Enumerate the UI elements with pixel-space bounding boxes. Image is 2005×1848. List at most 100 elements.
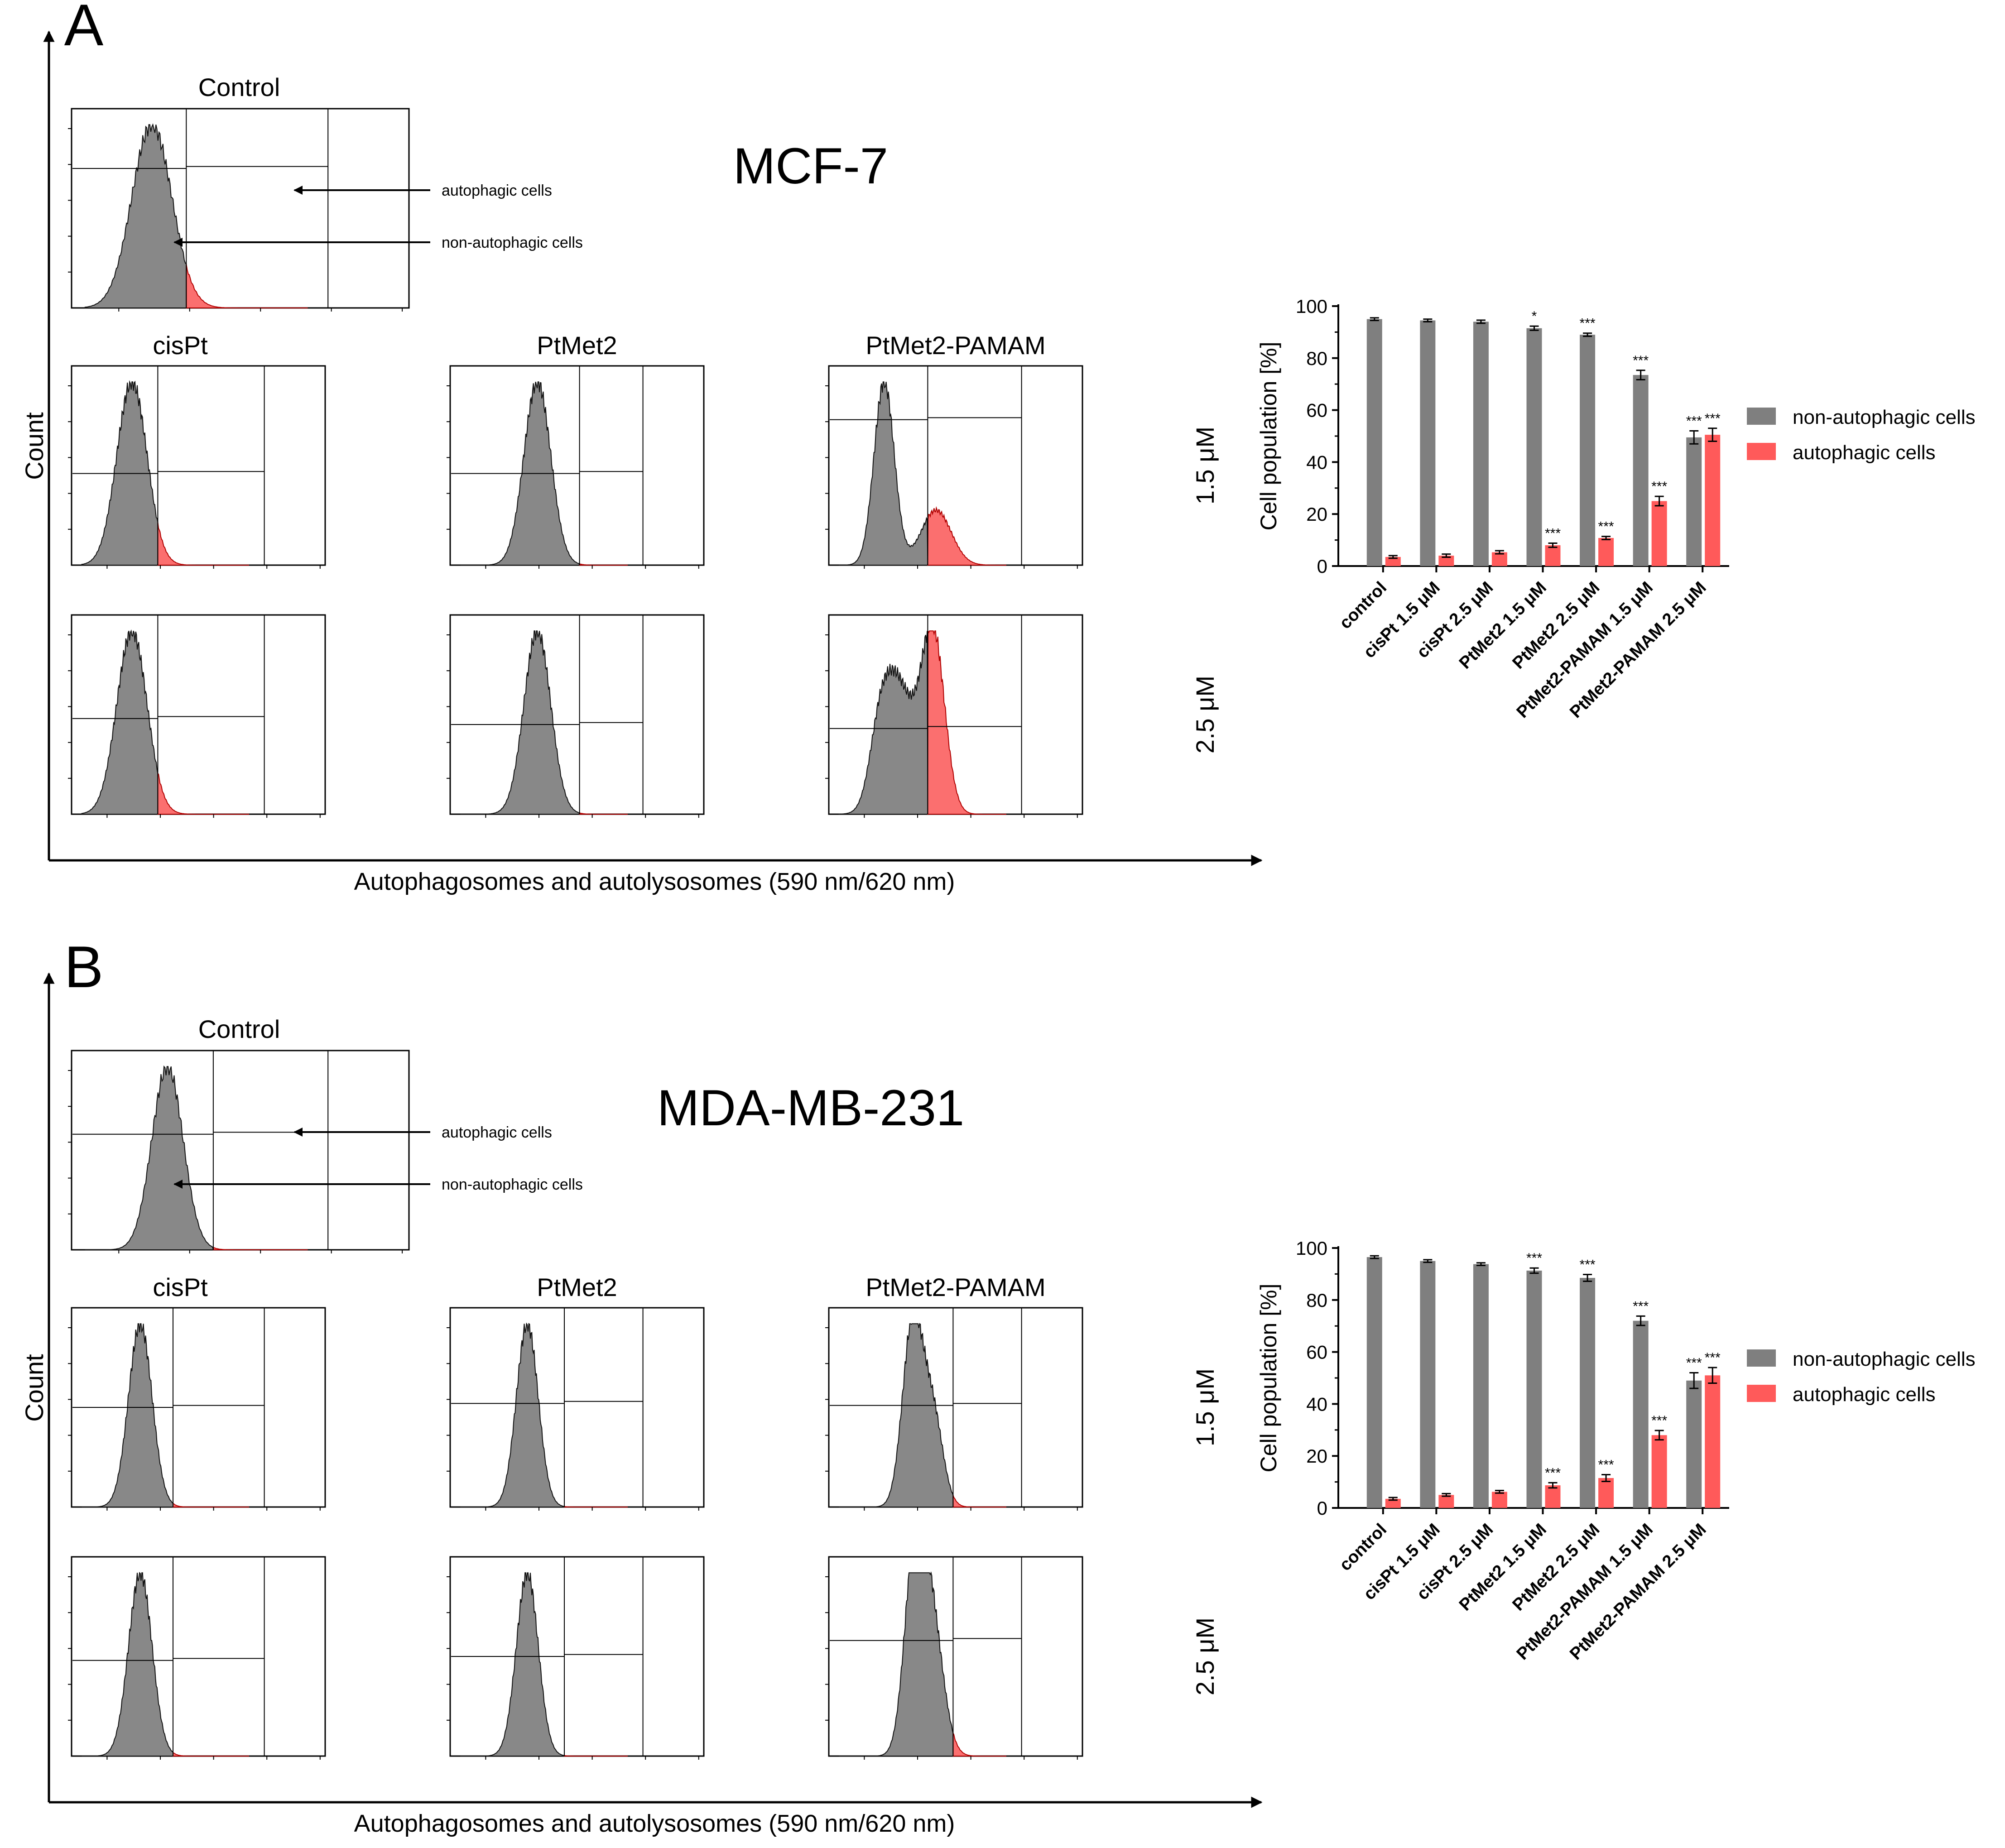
non-autophagic-histogram xyxy=(82,1323,173,1507)
bar-non-autophagic xyxy=(1686,1380,1702,1508)
bar-autophagic xyxy=(1705,1375,1721,1508)
autophagic-histogram xyxy=(173,1502,249,1507)
bar-autophagic xyxy=(1545,1485,1561,1508)
significance-label: *** xyxy=(1633,353,1649,368)
non-autophagic-histogram xyxy=(838,631,928,815)
row-label-1: 2.5 μM xyxy=(1191,676,1219,754)
y-tick-label: 60 xyxy=(1306,400,1327,421)
panel-A: A Autophagosomes and autolysosomes (590 n… xyxy=(20,0,1263,895)
cell-line-title: MCF-7 xyxy=(733,138,888,194)
bar-autophagic xyxy=(1598,538,1614,566)
x-tick-label: control xyxy=(1336,578,1390,633)
legend-label: non-autophagic cells xyxy=(1793,1348,1976,1370)
column-title-PtMet2: PtMet2 xyxy=(537,1273,617,1301)
significance-label: *** xyxy=(1705,411,1721,426)
non-autophagic-histogram xyxy=(460,630,581,815)
significance-label: *** xyxy=(1686,414,1702,429)
bar-non-autophagic xyxy=(1420,1261,1436,1508)
panel-B: B Autophagosomes and autolysosomes (590 n… xyxy=(20,934,1263,1837)
column-title-cisPt: cisPt xyxy=(153,1273,208,1301)
bar-non-autophagic xyxy=(1580,1278,1596,1508)
y-tick-label: 0 xyxy=(1317,556,1327,577)
non-autophagic-histogram xyxy=(839,1571,954,1757)
histogram-frame xyxy=(71,1050,410,1251)
y-tick-label: 0 xyxy=(1317,1498,1327,1519)
histogram-frame xyxy=(828,1556,1083,1757)
histogram-frame xyxy=(449,365,705,566)
y-tick-label: 40 xyxy=(1306,1393,1327,1415)
significance-label: *** xyxy=(1651,1413,1667,1428)
bar-autophagic xyxy=(1705,435,1721,566)
significance-label: *** xyxy=(1633,1299,1649,1314)
bar-non-autophagic xyxy=(1526,1270,1542,1508)
non-autophagic-histogram xyxy=(85,1065,214,1250)
autophagic-histogram xyxy=(579,563,628,566)
cell-line-title: MDA-MB-231 xyxy=(657,1080,964,1136)
x-axis-title: Autophagosomes and autolysosomes (590 nm… xyxy=(354,868,955,895)
y-tick-label: 40 xyxy=(1306,451,1327,473)
x-tick-label: control xyxy=(1336,1520,1390,1575)
bar-non-autophagic xyxy=(1420,320,1436,566)
y-axis-title: Count xyxy=(20,1354,48,1422)
y-axis-title: Cell population [%] xyxy=(1256,1284,1281,1473)
bar-non-autophagic xyxy=(1686,437,1702,566)
autophagic-histogram xyxy=(186,264,308,308)
non-autophagic-histogram xyxy=(460,381,581,566)
row-label-0: 1.5 μM xyxy=(1191,427,1219,504)
bar-non-autophagic xyxy=(1473,1264,1489,1508)
bar-non-autophagic xyxy=(1366,1257,1382,1508)
significance-label: *** xyxy=(1598,1458,1614,1473)
y-tick-label: 20 xyxy=(1306,1445,1327,1467)
bar-non-autophagic xyxy=(1366,319,1382,566)
column-title-PtMet2: PtMet2 xyxy=(537,331,617,360)
y-tick-label: 80 xyxy=(1306,348,1327,369)
row-label-0: 1.5 μM xyxy=(1191,1368,1219,1446)
significance-label: *** xyxy=(1545,526,1561,541)
y-tick-label: 60 xyxy=(1306,1342,1327,1363)
y-axis-title: Cell population [%] xyxy=(1256,342,1281,531)
non-autophagic-cells-label: non-autophagic cells xyxy=(442,234,583,251)
autophagic-histogram xyxy=(927,506,1006,566)
y-tick-label: 100 xyxy=(1296,1238,1327,1259)
histogram-frame xyxy=(449,1307,705,1508)
bar-autophagic xyxy=(1385,557,1401,566)
significance-label: *** xyxy=(1705,1350,1721,1365)
autophagic-cells-label: autophagic cells xyxy=(442,1124,552,1141)
y-axis-title: Count xyxy=(20,412,48,480)
legend-label: autophagic cells xyxy=(1793,1383,1936,1406)
bar-autophagic xyxy=(1651,501,1667,566)
y-tick-label: 100 xyxy=(1296,296,1327,317)
y-tick-label: 20 xyxy=(1306,504,1327,525)
y-tick-label: 80 xyxy=(1306,1290,1327,1311)
significance-label: *** xyxy=(1651,479,1667,494)
column-title-PtMet2-PAMAM: PtMet2-PAMAM xyxy=(865,1273,1045,1301)
control-title: Control xyxy=(198,1015,280,1043)
significance-label: *** xyxy=(1580,1258,1596,1272)
autophagic-histogram xyxy=(157,522,249,566)
significance-label: *** xyxy=(1686,1356,1702,1371)
legend-swatch xyxy=(1747,1349,1776,1367)
legend-label: autophagic cells xyxy=(1793,442,1936,464)
histogram-frame xyxy=(71,1556,326,1757)
legend-swatch xyxy=(1747,443,1776,460)
row-label-1: 2.5 μM xyxy=(1191,1618,1219,1695)
significance-label: *** xyxy=(1598,519,1614,534)
legend-swatch xyxy=(1747,408,1776,425)
legend-label: non-autophagic cells xyxy=(1793,406,1976,428)
histogram-frame xyxy=(71,108,410,309)
column-title-PtMet2-PAMAM: PtMet2-PAMAM xyxy=(865,331,1045,360)
autophagic-cells-label: autophagic cells xyxy=(442,182,552,199)
significance-label: * xyxy=(1532,309,1537,324)
bar-autophagic xyxy=(1438,556,1454,566)
bar-autophagic xyxy=(1491,552,1507,566)
bar-autophagic xyxy=(1598,1478,1614,1508)
significance-label: *** xyxy=(1526,1251,1542,1266)
histogram-frame xyxy=(828,1307,1083,1508)
histogram-frame xyxy=(449,614,705,815)
bar-autophagic xyxy=(1545,545,1561,566)
significance-label: *** xyxy=(1545,1465,1561,1480)
panel-letter: A xyxy=(64,0,104,58)
